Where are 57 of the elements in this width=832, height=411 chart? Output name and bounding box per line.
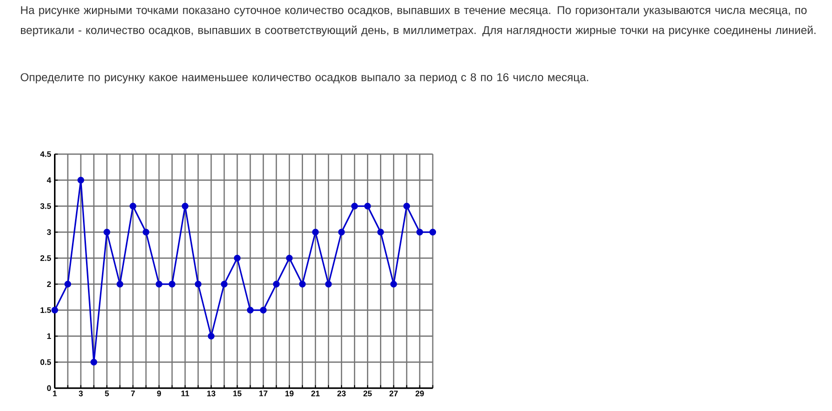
y-tick-label: 2 <box>47 281 51 287</box>
point <box>220 280 228 288</box>
point <box>351 202 358 210</box>
point <box>208 332 215 340</box>
point <box>246 306 254 314</box>
point <box>168 280 176 288</box>
point <box>77 176 84 184</box>
x-tick-label: 25 <box>363 390 372 396</box>
point <box>156 280 162 288</box>
point <box>390 280 397 288</box>
x-tick-label: 21 <box>311 390 320 396</box>
point <box>104 228 110 236</box>
point <box>142 228 150 236</box>
x-tick-label: 5 <box>104 390 109 396</box>
x-tick-label: 19 <box>285 390 294 396</box>
point <box>182 202 188 210</box>
y-tick-label: 4 <box>46 177 52 183</box>
point <box>51 306 58 314</box>
point <box>130 202 136 210</box>
point <box>299 280 306 288</box>
point <box>64 280 72 288</box>
chart-subtitle: Определите по рисунку какое наименьшее количество осадков выпало за период с 8 по 16 число месяца. <box>20 73 588 84</box>
point <box>325 280 332 288</box>
y-tick-label: 1 <box>47 333 52 339</box>
x-tick-label: 17 <box>259 390 268 396</box>
y-tick-label: 2.5 <box>40 255 52 261</box>
point <box>338 228 345 236</box>
x-tick-label: 23 <box>337 390 346 396</box>
x-tick-label: 29 <box>416 390 424 396</box>
x-tick-label: 27 <box>389 390 398 396</box>
chart-title: На рисунке жирными точками показано суточное количество осадков, выпавших в течение месяца. По горизонтали указываются числа месяца, по вертикали - количество осадков, выпавших в соответствующий день, в миллиметрах. Для наглядности жирные точки на рисунке соединены линией. <box>20 6 816 36</box>
point <box>272 280 280 288</box>
point <box>429 228 436 236</box>
point <box>194 280 202 288</box>
x-tick-label: 13 <box>207 390 216 396</box>
x-tick-label: 11 <box>181 390 190 396</box>
x-tick-label: 1 <box>53 390 57 396</box>
point <box>403 202 410 210</box>
point <box>286 254 293 262</box>
point <box>416 228 424 236</box>
y-tick-label: 0 <box>47 385 51 391</box>
point <box>377 228 384 236</box>
x-tick-label: 3 <box>78 390 83 396</box>
point <box>90 358 98 366</box>
point <box>260 306 267 314</box>
x-tick-label: 15 <box>233 390 242 396</box>
point <box>364 202 371 210</box>
point <box>312 228 319 236</box>
y-tick-label: 0.5 <box>40 359 52 365</box>
y-tick-label: 4.5 <box>40 151 52 157</box>
y-tick-label: 1.5 <box>40 307 52 313</box>
x-tick-label: 9 <box>157 390 161 396</box>
y-tick-label: 3.5 <box>40 203 52 209</box>
x-tick-label: 7 <box>131 390 135 396</box>
y-tick-label: 3 <box>46 229 51 235</box>
point <box>234 254 241 262</box>
point <box>116 280 124 288</box>
